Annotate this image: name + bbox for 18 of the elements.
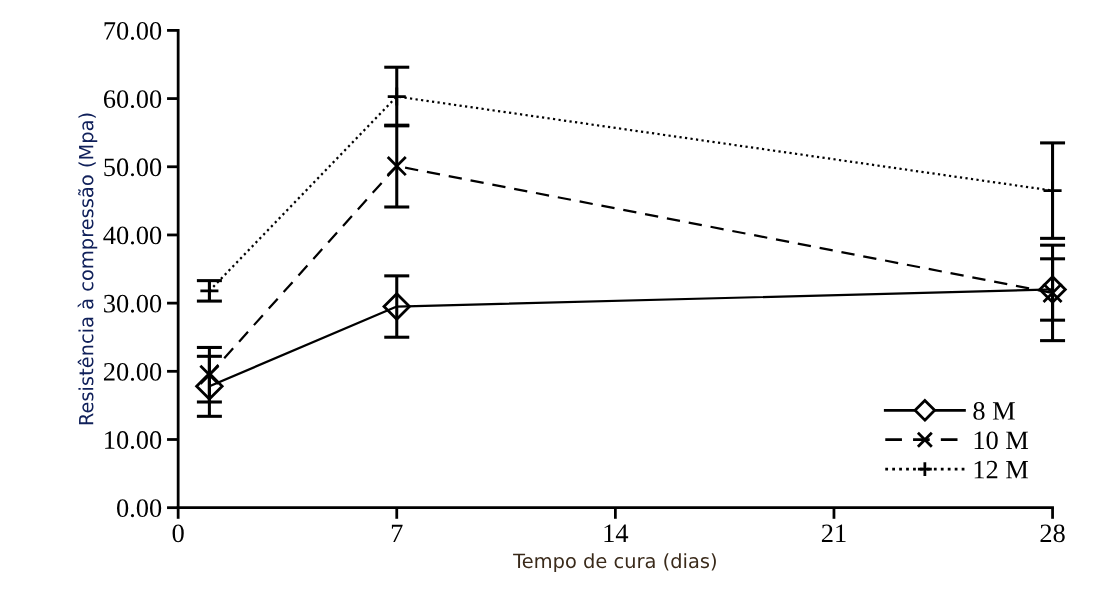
x-tick-label: 28 [1040,524,1065,543]
y-tick-label: 50.00 [104,158,162,177]
y-tick-label: 20.00 [103,362,162,381]
legend-label: 10 M [974,431,1029,450]
y-tick-label: 40.00 [103,226,162,245]
y-axis-title: Resistência à compressão (Mpa) [77,113,98,425]
x-axis-title: Tempo de cura (dias) [513,553,716,572]
x-tick-label: 7 [391,524,403,542]
legend-label: 8 M [973,402,1015,420]
legend-label: 12 M [974,460,1029,479]
y-tick-label: 30.00 [104,294,162,313]
x-tick-label: 0 [172,524,184,543]
y-tick-label: 10.00 [105,431,162,450]
x-tick-label: 21 [821,524,846,542]
x-tick-label: 14 [604,524,629,542]
y-tick-label: 60.00 [103,90,162,109]
y-tick-label: 0.00 [117,499,162,518]
y-tick-label: 70.00 [104,22,162,40]
